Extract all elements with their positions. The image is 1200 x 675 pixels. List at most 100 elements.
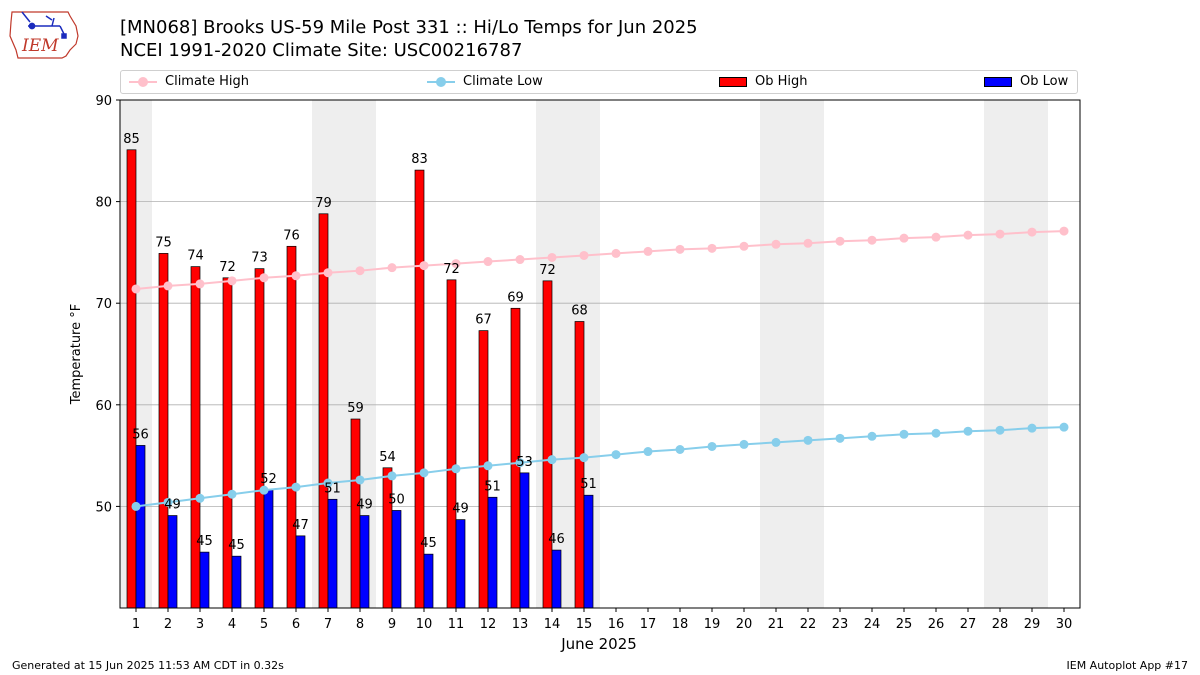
- x-tick-label: 15: [576, 617, 593, 632]
- ob-high-bar: [222, 277, 233, 609]
- climate-high-point: [419, 261, 429, 271]
- ob-high-label: 75: [155, 235, 172, 250]
- ob-high-bar: [254, 268, 265, 609]
- ob-low-bar: [391, 510, 402, 609]
- y-tick-label: 70: [95, 297, 112, 312]
- ob-low-bar: [135, 445, 146, 609]
- climate-low-point: [963, 426, 973, 436]
- ob-low-label: 51: [324, 481, 341, 496]
- ob-high-label: 79: [315, 196, 332, 211]
- ob-low-label: 51: [580, 477, 597, 492]
- ob-high-bar: [574, 321, 585, 609]
- x-tick-label: 20: [736, 617, 753, 632]
- climate-low-point: [547, 455, 557, 465]
- chart-legend: Climate High Climate Low Ob High Ob Low: [120, 70, 1078, 94]
- x-tick-label: 11: [448, 617, 465, 632]
- legend-item-ob-low: Ob Low: [984, 74, 1068, 89]
- ob-low-bar: [455, 519, 466, 609]
- ob-low-bar: [487, 496, 498, 609]
- ob-high-label: 69: [507, 290, 524, 305]
- climate-low-point: [643, 447, 653, 457]
- ob-low-label: 45: [420, 536, 437, 551]
- chart-subtitle: NCEI 1991-2020 Climate Site: USC00216787: [120, 40, 523, 61]
- ob-high-swatch: [719, 76, 747, 87]
- plot-area: [119, 99, 1081, 609]
- climate-high-point: [771, 239, 781, 249]
- ob-low-bar: [167, 515, 178, 609]
- ob-high-label: 72: [443, 262, 460, 277]
- climate-low-point: [771, 437, 781, 447]
- legend-label-ob-high: Ob High: [755, 74, 808, 89]
- climate-low-point: [131, 501, 141, 511]
- ob-high-label: 83: [411, 152, 428, 167]
- ob-low-label: 49: [356, 498, 373, 513]
- x-tick-label: 1: [132, 617, 140, 632]
- ob-high-label: 72: [219, 260, 236, 275]
- x-tick-label: 6: [292, 617, 300, 632]
- climate-low-point: [803, 435, 813, 445]
- climate-high-point: [291, 271, 301, 281]
- climate-high-line: [135, 230, 1065, 290]
- x-tick-label: 27: [960, 617, 977, 632]
- climate-high-point: [547, 252, 557, 262]
- iem-logo-text: IEM: [21, 36, 59, 56]
- generated-timestamp: Generated at 15 Jun 2025 11:53 AM CDT in…: [12, 659, 284, 672]
- climate-high-point: [739, 241, 749, 251]
- climate-low-point: [291, 482, 301, 492]
- climate-high-point: [451, 259, 461, 269]
- weekend-shade: [984, 100, 1048, 608]
- climate-low-point: [707, 441, 717, 451]
- climate-low-point: [1027, 423, 1037, 433]
- climate-low-swatch: [427, 76, 455, 88]
- climate-high-point: [483, 257, 493, 267]
- climate-low-point: [483, 461, 493, 471]
- climate-low-line: [135, 426, 1065, 508]
- ob-low-bar: [295, 535, 306, 609]
- ob-high-bar: [446, 279, 457, 609]
- x-tick-label: 26: [928, 617, 945, 632]
- x-tick-label: 30: [1056, 617, 1073, 632]
- ob-high-label: 72: [539, 263, 556, 278]
- x-tick-label: 5: [260, 617, 268, 632]
- climate-low-point: [931, 428, 941, 438]
- climate-low-point: [739, 439, 749, 449]
- climate-high-point: [323, 268, 333, 278]
- climate-high-point: [835, 236, 845, 246]
- ob-low-label: 53: [516, 455, 533, 470]
- climate-high-point: [931, 232, 941, 242]
- climate-high-point: [1059, 226, 1069, 236]
- x-tick-label: 14: [544, 617, 561, 632]
- ob-high-label: 85: [123, 132, 140, 147]
- x-tick-label: 10: [416, 617, 433, 632]
- x-tick-label: 8: [356, 617, 364, 632]
- climate-low-point: [995, 425, 1005, 435]
- ob-low-swatch: [984, 76, 1012, 87]
- ob-low-label: 51: [484, 479, 501, 494]
- ob-high-label: 59: [347, 401, 364, 416]
- legend-item-climate-low: Climate Low: [427, 74, 543, 89]
- climate-high-point: [643, 246, 653, 256]
- climate-low-point: [515, 458, 525, 468]
- ob-low-bar: [583, 494, 594, 609]
- ob-high-bar: [158, 253, 169, 609]
- x-tick-label: 2: [164, 617, 172, 632]
- climate-low-point: [195, 493, 205, 503]
- x-tick-label: 3: [196, 617, 204, 632]
- ob-low-bar: [551, 549, 562, 609]
- legend-item-ob-high: Ob High: [719, 74, 808, 89]
- y-tick-label: 80: [95, 196, 112, 211]
- ob-high-bar: [286, 245, 297, 609]
- legend-item-climate-high: Climate High: [129, 74, 249, 89]
- climate-low-point: [867, 431, 877, 441]
- climate-low-point: [419, 468, 429, 478]
- ob-high-label: 68: [571, 303, 588, 318]
- climate-low-point: [259, 485, 269, 495]
- climate-low-point: [227, 489, 237, 499]
- climate-low-point: [451, 464, 461, 474]
- climate-high-point: [579, 250, 589, 260]
- x-tick-label: 29: [1024, 617, 1041, 632]
- y-tick-label: 90: [95, 94, 112, 109]
- ob-low-bar: [327, 498, 338, 609]
- x-tick-label: 16: [608, 617, 625, 632]
- ob-low-label: 49: [452, 502, 469, 517]
